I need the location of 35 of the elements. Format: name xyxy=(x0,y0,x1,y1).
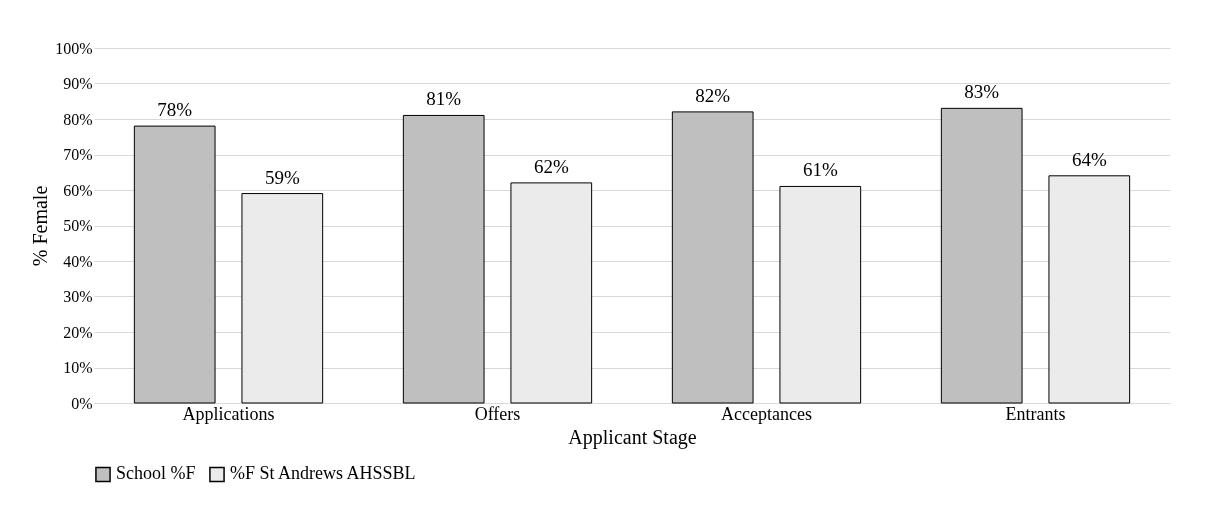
y-tick-label: 40% xyxy=(63,252,93,270)
data-label: 61% xyxy=(802,159,838,181)
data-label: 64% xyxy=(1071,148,1107,170)
data-label: 82% xyxy=(695,84,731,106)
bar xyxy=(402,114,485,404)
y-axis-title: % Female xyxy=(29,185,52,267)
bar xyxy=(1048,175,1131,404)
bar xyxy=(779,185,862,404)
x-tick-label: Acceptances xyxy=(721,403,812,424)
y-tick-label: 90% xyxy=(63,75,93,92)
data-label: 62% xyxy=(533,155,569,177)
bar xyxy=(671,111,754,404)
y-tick-label: 10% xyxy=(63,359,93,376)
y-tick-label: 70% xyxy=(63,146,93,163)
bar xyxy=(510,182,593,404)
data-label: 59% xyxy=(264,166,300,188)
y-tick-label: 60% xyxy=(63,181,93,199)
x-tick-label: Offers xyxy=(474,403,521,424)
y-tick-label: 0% xyxy=(71,394,93,412)
y-tick-label: 30% xyxy=(63,288,93,305)
legend-label: %F St Andrews AHSSBL xyxy=(230,463,416,484)
bar xyxy=(133,125,216,404)
x-tick-label: Applications xyxy=(182,403,275,424)
x-tick-label: Entrants xyxy=(1005,403,1066,424)
y-tick-label: 100% xyxy=(55,39,93,57)
data-label: 81% xyxy=(426,88,462,110)
bar xyxy=(241,193,324,404)
x-axis-title: Applicant Stage xyxy=(568,425,697,449)
y-tick-label: 50% xyxy=(63,217,93,234)
y-tick-label: 80% xyxy=(63,110,93,128)
bar xyxy=(940,107,1023,404)
legend-label: School %F xyxy=(116,463,196,484)
data-label: 78% xyxy=(157,99,193,121)
data-label: 83% xyxy=(964,81,1000,103)
y-tick-label: 20% xyxy=(63,323,93,341)
